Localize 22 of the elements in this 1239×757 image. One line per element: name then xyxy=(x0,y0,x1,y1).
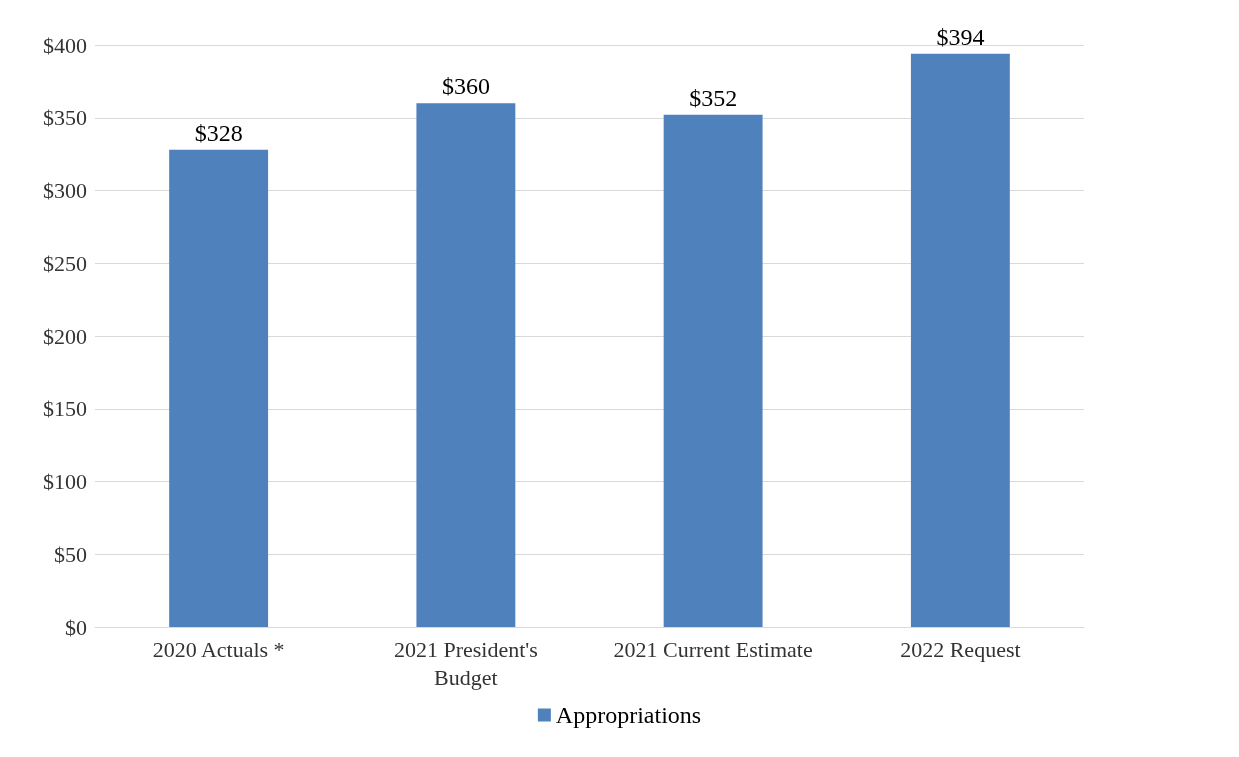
text: $352 xyxy=(689,84,738,111)
x-tick-label: 2022 Request xyxy=(900,636,1021,662)
bar xyxy=(663,114,763,627)
x-tick-label: 2021 President's Budget xyxy=(393,636,538,690)
y-tick-label: $350 xyxy=(43,105,87,131)
bar xyxy=(169,149,269,627)
x-tick-label: 2021 Current Estimate xyxy=(613,636,813,662)
x-tick-label: 2020 Actuals * xyxy=(152,636,285,662)
y-tick-label: $100 xyxy=(43,469,87,494)
bar xyxy=(910,53,1010,627)
legend-label: Appropriations xyxy=(555,702,702,728)
text: $360 xyxy=(441,73,490,100)
y-tick-label: $400 xyxy=(43,32,87,58)
y-tick-label: $150 xyxy=(43,396,87,422)
y-tick-label: $200 xyxy=(43,323,87,349)
y-tick-label: $0 xyxy=(65,614,87,640)
text: $394 xyxy=(936,23,985,50)
y-tick-label: $300 xyxy=(43,178,87,203)
bar xyxy=(416,103,516,627)
text: $328 xyxy=(194,119,243,146)
y-tick-label: $250 xyxy=(43,250,87,276)
y-tick-label: $50 xyxy=(54,541,87,567)
